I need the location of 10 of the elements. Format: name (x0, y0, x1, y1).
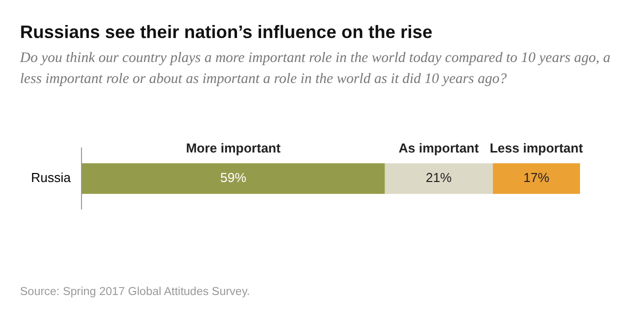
chart-title: Russians see their nation’s influence on the rise (20, 22, 432, 43)
chart-subtitle: Do you think our country plays a more important role in the world today compared to 10 years ago, a less important role or about as important a role in the world as it did 10 years ago? (20, 49, 612, 89)
data-label: 59% (220, 170, 247, 186)
data-label: 21% (426, 170, 452, 186)
series-label: More important (186, 140, 282, 156)
y-tick-label: Russia (30, 170, 72, 186)
series-label: As important (398, 140, 480, 156)
source-note: Source: Spring 2017 Global Attitudes Survey. (20, 286, 250, 298)
series-label: Less important (490, 140, 584, 156)
data-label: 17% (523, 170, 550, 186)
